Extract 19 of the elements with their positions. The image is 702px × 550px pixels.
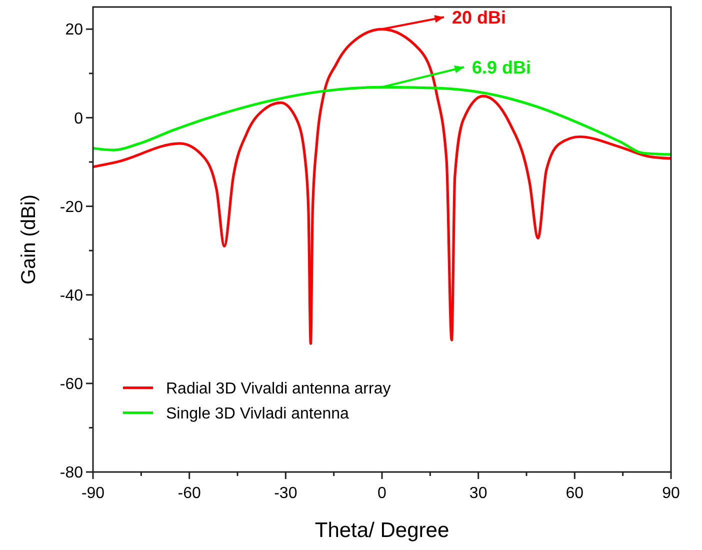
x-tick-label: -60 <box>178 485 201 502</box>
x-tick-label: 90 <box>662 485 680 502</box>
y-tick-label: -80 <box>60 464 84 482</box>
annotation: 20 dBi <box>452 7 506 28</box>
x-tick-label: -90 <box>81 485 105 502</box>
x-tick-label: 0 <box>378 485 387 502</box>
x-tick-label: 60 <box>566 485 584 502</box>
x-axis-title: Theta/ Degree <box>314 519 450 542</box>
annotation: 6.9 dBi <box>472 57 532 78</box>
y-tick-label: -20 <box>60 198 84 216</box>
x-tick-label: 30 <box>469 485 488 502</box>
y-tick-label: 0 <box>74 110 84 128</box>
y-tick-label: -40 <box>60 287 84 304</box>
x-tick-label: -30 <box>274 485 298 502</box>
y-tick-label: -60 <box>60 376 84 394</box>
legend-label: Single 3D Vivladi antenna <box>166 405 350 422</box>
legend-label: Radial 3D Vivaldi antenna array <box>166 380 391 398</box>
y-axis-title: Gain (dBi) <box>18 194 40 285</box>
y-tick-label: 20 <box>65 22 84 39</box>
